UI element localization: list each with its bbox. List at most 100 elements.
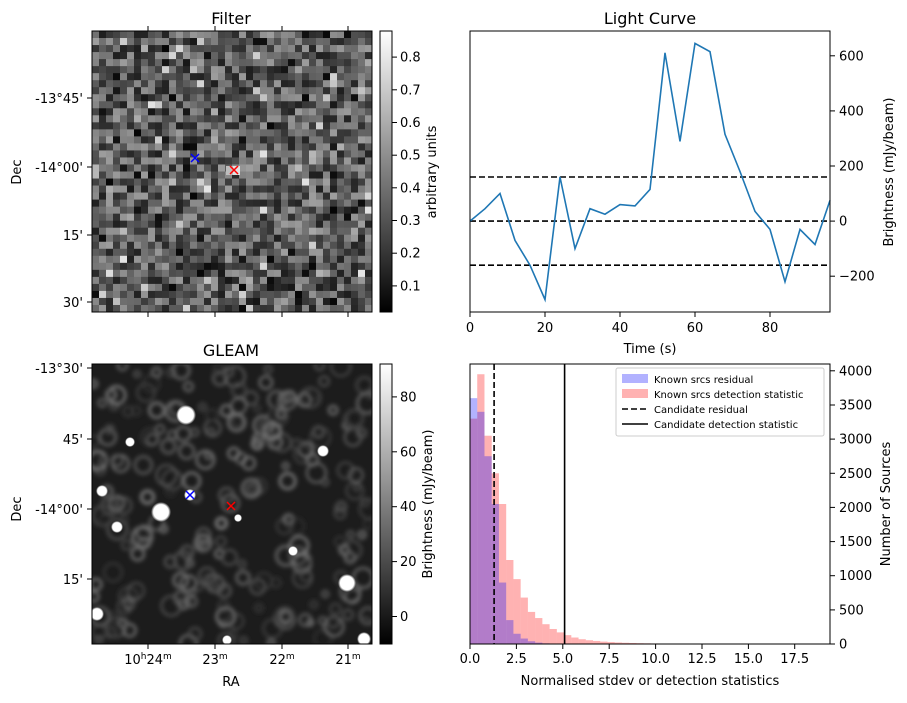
filter-pixel [260,305,267,312]
filter-pixel [197,80,204,87]
filter-pixel [197,249,204,256]
histogram-bar-residual [492,504,499,644]
filter-pixel [288,207,295,214]
filter-pixel [183,291,190,298]
filter-pixel [344,242,351,249]
filter-pixel [309,277,316,284]
filter-pixel [309,270,316,277]
filter-pixel [141,263,148,270]
filter-pixel [148,298,155,305]
filter-pixel [316,157,323,164]
filter-pixel [169,59,176,66]
filter-pixel [106,305,113,312]
filter-pixel [330,31,337,38]
filter-pixel [127,298,134,305]
filter-pixel [183,38,190,45]
light-curve-point [815,244,816,245]
gleam-ytick-label: -13°30' [35,362,83,377]
filter-pixel [141,164,148,171]
filter-pixel [260,157,267,164]
filter-colorbar-tick-label: 0.1 [400,279,421,294]
filter-pixel [351,157,358,164]
filter-pixel [225,256,232,263]
filter-pixel [281,94,288,101]
filter-pixel [155,214,162,221]
filter-pixel [134,73,141,80]
filter-pixel [309,263,316,270]
filter-pixel [141,94,148,101]
filter-pixel [113,256,120,263]
filter-pixel [211,228,218,235]
filter-pixel [351,242,358,249]
filter-pixel [358,291,365,298]
filter-pixel [295,45,302,52]
filter-pixel [218,94,225,101]
filter-pixel [330,284,337,291]
filter-pixel [260,228,267,235]
filter-pixel [323,94,330,101]
filter-pixel [246,242,253,249]
filter-pixel [246,284,253,291]
filter-pixel [351,38,358,45]
filter-pixel [204,193,211,200]
filter-pixel [302,270,309,277]
filter-pixel [365,207,372,214]
filter-pixel [337,101,344,108]
filter-pixel [253,38,260,45]
filter-pixel [92,214,99,221]
filter-pixel [316,87,323,94]
filter-pixel [99,115,106,122]
filter-pixel [141,150,148,157]
filter-pixel [148,179,155,186]
filter-pixel [113,263,120,270]
filter-pixel [232,143,239,150]
filter-pixel [288,129,295,136]
filter-pixel [155,45,162,52]
filter-pixel [274,143,281,150]
filter-pixel [288,164,295,171]
filter-pixel [246,221,253,228]
filter-pixel [92,38,99,45]
filter-pixel [351,305,358,312]
filter-pixel [218,143,225,150]
filter-pixel [204,242,211,249]
filter-pixel [148,45,155,52]
filter-pixel [295,263,302,270]
filter-pixel [197,242,204,249]
light-curve-title: Light Curve [604,9,696,28]
light-curve-points [470,43,831,300]
filter-pixel [183,193,190,200]
filter-pixel [274,221,281,228]
filter-pixel [281,207,288,214]
filter-pixel [274,291,281,298]
filter-pixel [253,87,260,94]
filter-pixel [267,200,274,207]
histogram-ytick-label: 3000 [839,433,872,448]
filter-pixel [155,143,162,150]
filter-pixel [246,101,253,108]
filter-pixel [260,186,267,193]
filter-pixel [316,235,323,242]
filter-pixel [113,59,120,66]
filter-pixel [190,263,197,270]
filter-pixel [225,277,232,284]
filter-ytick-label: 30' [63,296,83,311]
filter-pixel [176,270,183,277]
filter-pixel [246,129,253,136]
filter-pixel [330,66,337,73]
filter-pixel [309,122,316,129]
filter-pixel [274,38,281,45]
filter-pixel [358,101,365,108]
filter-pixel [99,143,106,150]
filter-pixel [309,179,316,186]
filter-pixel [246,270,253,277]
filter-pixel [288,66,295,73]
filter-pixel [344,200,351,207]
light-curve-ytick-label: 200 [839,160,864,175]
filter-pixel [127,256,134,263]
filter-pixel [141,115,148,122]
light-curve-xtick-label: 40 [612,321,629,336]
histogram-bar-detection [521,598,528,644]
filter-pixel [176,87,183,94]
filter-pixel [337,284,344,291]
